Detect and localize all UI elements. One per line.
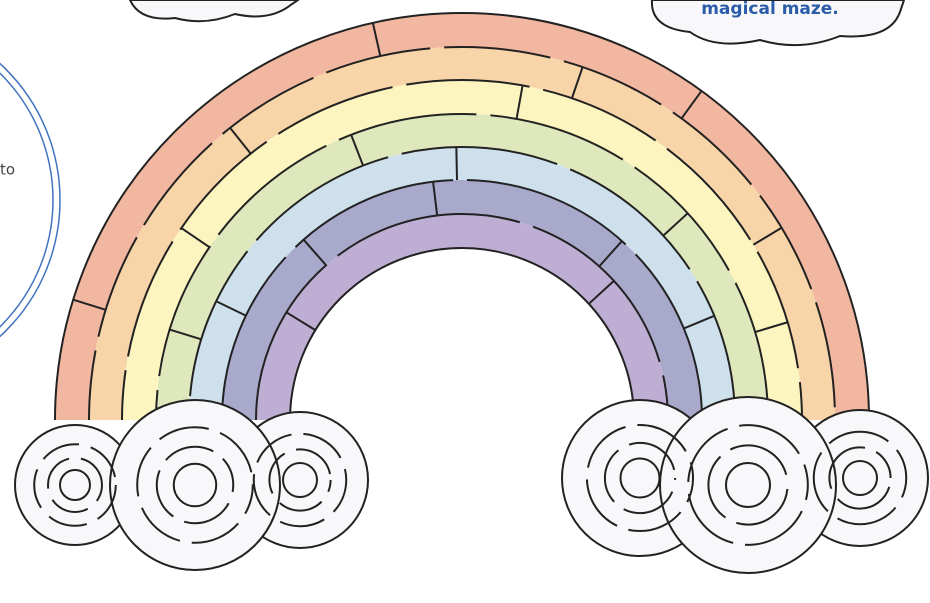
clouds <box>15 397 928 573</box>
rainbow <box>72 30 852 420</box>
page: magical maze. to (() => { const data = J… <box>0 0 930 603</box>
cloud-lobe <box>660 397 836 573</box>
info-circle-inner <box>0 22 53 378</box>
maze-wall <box>456 147 457 180</box>
maze-illustration: magical maze. to <box>0 0 930 603</box>
top-left-cloud <box>130 0 298 21</box>
info-circle-outer <box>0 15 60 385</box>
side-note: to <box>0 161 15 179</box>
cloud-note: magical maze. <box>701 0 839 19</box>
